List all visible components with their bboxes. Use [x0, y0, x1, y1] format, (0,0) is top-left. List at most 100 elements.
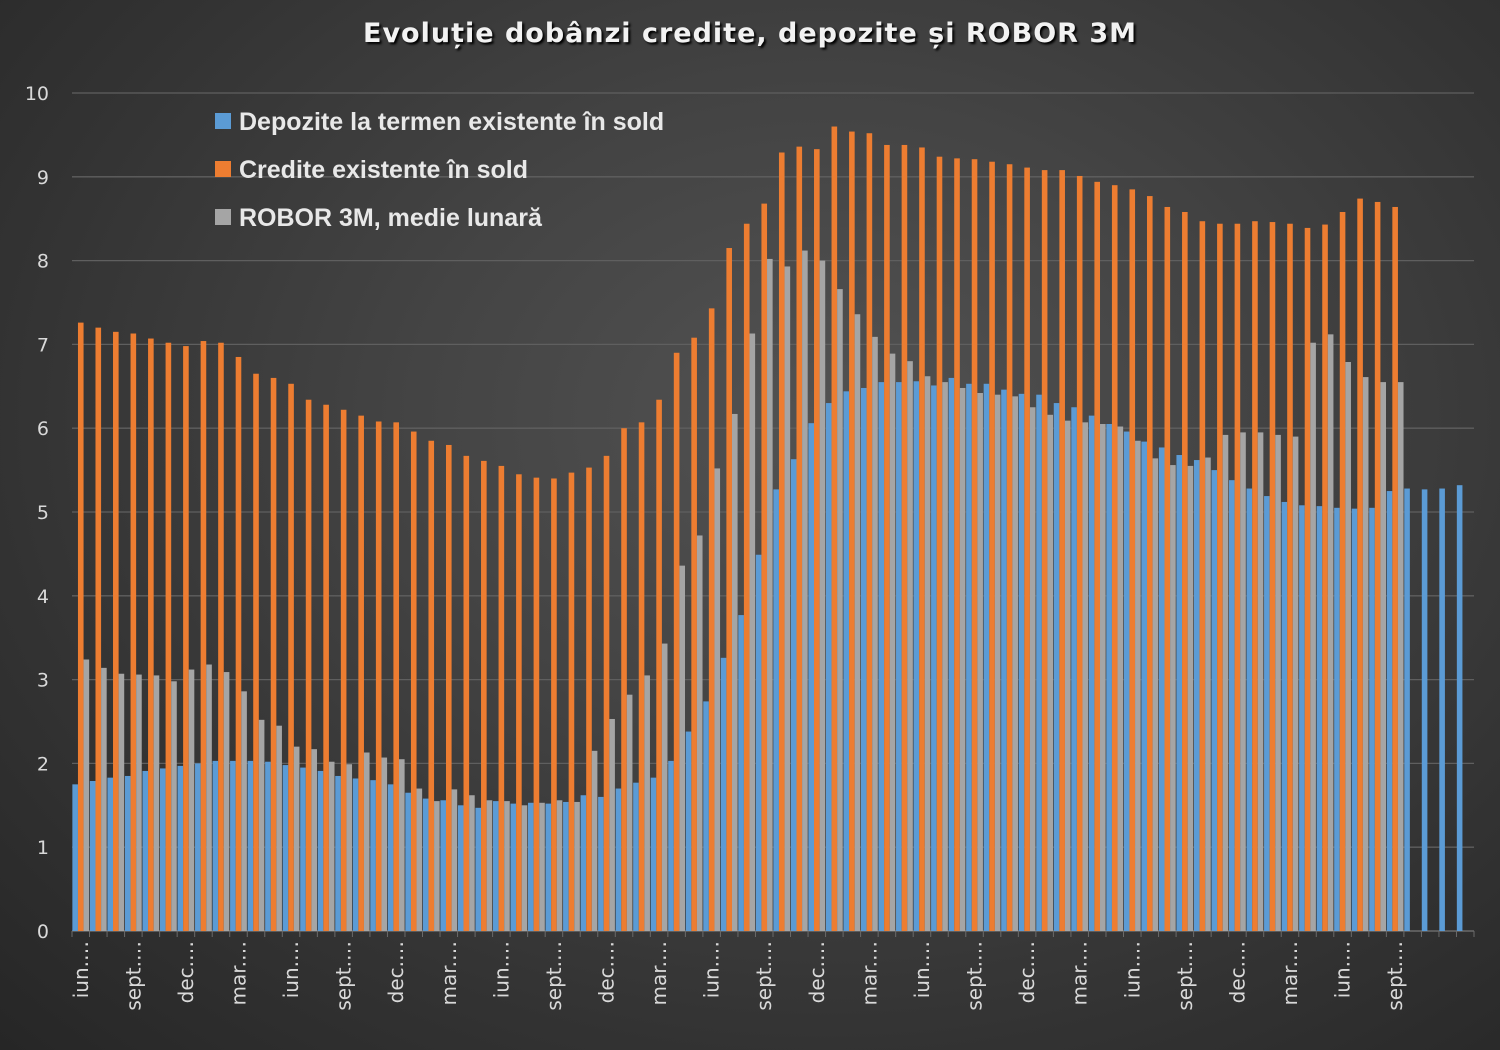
bar-series-2: [533, 477, 540, 931]
bar-series-1: [878, 382, 885, 931]
bar-series-3: [1100, 424, 1106, 931]
bar-series-2: [428, 440, 435, 931]
legend-label: ROBOR 3M, medie lunară: [239, 204, 543, 232]
bar-series-2: [656, 399, 662, 931]
bar-series-3: [784, 266, 791, 931]
bar-series-1: [545, 803, 552, 931]
bar-series-2: [919, 147, 925, 932]
bar-series-1: [966, 383, 972, 931]
bar-series-1: [1123, 431, 1130, 931]
bar-series-2: [113, 331, 119, 932]
bar-series-3: [1117, 426, 1124, 931]
bar-series-1: [1176, 455, 1183, 931]
x-tick-label: dec.…: [384, 941, 408, 1003]
bar-series-1: [177, 765, 184, 931]
x-tick-label: mar.…: [226, 941, 250, 1005]
bar-series-3: [1187, 465, 1194, 931]
x-tick-label: sept.…: [1173, 941, 1197, 1011]
bar-series-2: [989, 161, 995, 931]
y-tick-label: 4: [37, 586, 49, 608]
legend-label: Depozite la termen existente în sold: [239, 108, 664, 136]
bar-series-3: [626, 694, 633, 931]
bar-series-1: [1211, 470, 1218, 931]
bar-series-1: [1264, 496, 1270, 931]
x-tick-label: iun.…: [1331, 941, 1355, 998]
bar-series-2: [130, 333, 137, 932]
bar-series-2: [1322, 224, 1328, 932]
y-tick-label: 8: [37, 251, 49, 273]
bar-series-2: [270, 377, 277, 931]
bar-series-1: [1106, 424, 1112, 931]
bar-series-1: [1071, 407, 1077, 931]
bar-series-2: [445, 444, 452, 931]
bar-series-2: [551, 478, 557, 931]
bar-series-1: [492, 801, 499, 931]
bar-series-1: [1229, 480, 1235, 931]
bar-series-3: [486, 800, 493, 931]
bar-series-1: [1456, 485, 1463, 931]
bar-series-2: [410, 431, 417, 931]
y-tick-label: 5: [37, 502, 49, 524]
bar-series-1: [1193, 460, 1200, 931]
bar-series-2: [1111, 185, 1118, 931]
bar-series-1: [1088, 415, 1095, 931]
bar-series-1: [843, 391, 850, 931]
bar-series-2: [884, 144, 890, 931]
bar-series-3: [469, 795, 475, 931]
bar-series-3: [1362, 377, 1369, 931]
bar-series-3: [1327, 334, 1334, 931]
bar-series-3: [539, 802, 545, 931]
bar-series-2: [1094, 181, 1101, 931]
bar-series-3: [381, 757, 388, 931]
x-tick-label: dec.…: [595, 941, 619, 1003]
legend-label: Credite existente în sold: [239, 156, 528, 184]
bar-series-3: [889, 353, 896, 931]
x-tick-label: iun.…: [69, 941, 93, 998]
legend-swatch: [215, 113, 231, 129]
bar-series-3: [1380, 382, 1387, 931]
bar-series-3: [1170, 465, 1176, 931]
bar-series-2: [1287, 223, 1293, 931]
bar-series-3: [994, 394, 1001, 931]
bar-series-2: [1252, 221, 1258, 932]
bar-series-1: [387, 784, 394, 931]
x-tick-label: mar.…: [857, 941, 881, 1005]
bar-series-3: [574, 801, 580, 931]
x-tick-label: sept.…: [1383, 941, 1407, 1011]
bar-series-1: [230, 760, 236, 931]
bar-series-2: [498, 465, 505, 931]
bar-series-2: [901, 144, 908, 931]
bar-series-3: [661, 643, 668, 931]
bar-series-3: [1275, 434, 1281, 931]
bar-series-1: [282, 765, 289, 931]
bar-series-1: [370, 780, 376, 931]
bar-series-2: [288, 383, 294, 931]
bar-series-2: [305, 399, 312, 931]
bar-series-1: [633, 782, 639, 931]
bar-series-1: [422, 798, 429, 931]
bar-series-1: [598, 796, 604, 931]
bar-series-1: [896, 382, 902, 931]
bar-series-1: [1141, 441, 1147, 931]
bar-series-3: [363, 752, 370, 931]
bar-series-3: [1012, 396, 1018, 932]
bar-series-3: [136, 674, 142, 931]
bar-series-2: [708, 308, 715, 932]
bar-series-1: [1299, 505, 1305, 931]
bar-series-1: [124, 775, 131, 931]
bar-series-3: [451, 789, 458, 931]
bar-series-3: [83, 659, 90, 931]
bar-series-2: [673, 352, 680, 931]
bar-series-1: [195, 763, 201, 931]
x-tick-label: dec.…: [1015, 941, 1039, 1003]
bar-series-2: [954, 158, 960, 931]
bar-series-1: [405, 792, 411, 931]
bar-series-3: [819, 260, 826, 932]
bars: [72, 126, 1463, 932]
bar-series-1: [89, 780, 96, 931]
bar-series-2: [148, 338, 154, 931]
bar-series-3: [521, 805, 528, 931]
bar-series-1: [510, 803, 517, 931]
x-tick-label: iun.…: [700, 941, 724, 998]
